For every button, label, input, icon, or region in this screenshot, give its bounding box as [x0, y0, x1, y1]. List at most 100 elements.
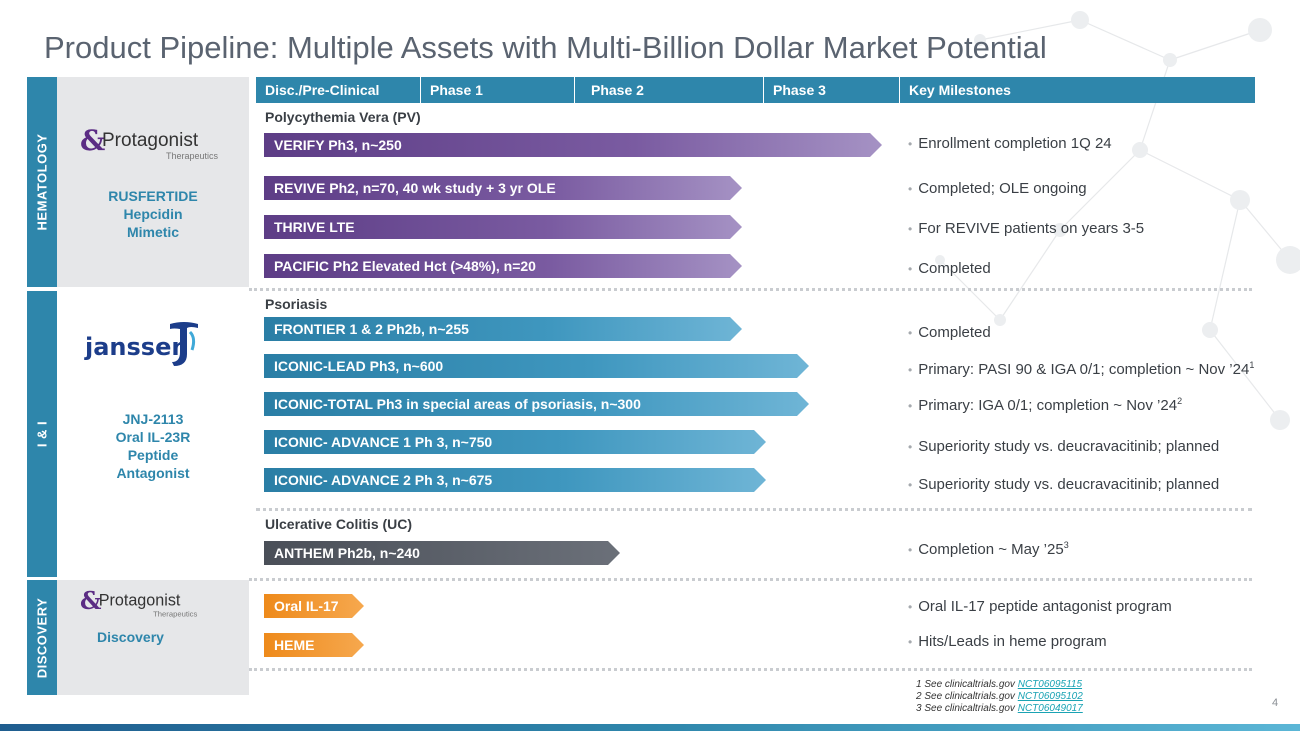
milestone-item: • Completion ~ May ’253	[908, 540, 1069, 558]
panel-ii	[57, 291, 249, 577]
bullet-icon: •	[908, 440, 913, 454]
milestone-footnote-ref: 3	[1063, 540, 1069, 550]
program-bar-revive: REVIVE Ph2, n=70, 40 wk study + 3 yr OLE	[264, 176, 742, 200]
program-bar-verify: VERIFY Ph3, n~250	[264, 133, 882, 157]
bullet-icon: •	[908, 222, 913, 236]
protagonist-mark-icon: &	[80, 124, 106, 157]
panel-hematology	[57, 77, 249, 287]
milestone-text: Oral IL-17 peptide antagonist program	[918, 598, 1172, 615]
milestone-item: • Hits/Leads in heme program	[908, 632, 1107, 650]
protagonist-logo-sub: Therapeutics	[166, 151, 219, 161]
program-bar-iconic-lead: ICONIC-LEAD Ph3, n~600	[264, 354, 809, 378]
program-bar-thrive: THRIVE LTE	[264, 215, 742, 239]
protagonist-logo-name: Protagonist	[102, 130, 199, 151]
janssen-mark-icon	[170, 322, 198, 366]
page-number: 4	[1272, 697, 1279, 709]
bullet-icon: •	[908, 543, 913, 557]
milestone-item: • Enrollment completion 1Q 24	[908, 134, 1112, 152]
program-bar-oral-il17: Oral IL-17	[264, 594, 364, 618]
footnote-link[interactable]: NCT06049017	[1017, 703, 1083, 714]
milestone-item: • For REVIVE patients on years 3-5	[908, 219, 1144, 237]
separator-line	[256, 508, 1252, 511]
program-bar-pacific: PACIFIC Ph2 Elevated Hct (>48%), n=20	[264, 254, 742, 278]
product-jnj-line2: Oral IL-23R	[115, 429, 191, 445]
protagonist-logo-sub: Therapeutics	[153, 609, 198, 619]
milestone-footnote-ref: 1	[1249, 360, 1255, 370]
protagonist-logo-name: Protagonist	[98, 592, 181, 610]
program-bar-frontier: FRONTIER 1 & 2 Ph2b, n~255	[264, 317, 742, 341]
section-uc: Ulcerative Colitis (UC)	[265, 516, 413, 532]
section-pv: Polycythemia Vera (PV)	[265, 109, 421, 125]
bottom-accent-bar	[0, 724, 1300, 731]
header-phase1: Phase 1	[420, 77, 574, 103]
header-milestones: Key Milestones	[899, 77, 1255, 103]
footnote-1: 1 See clinicaltrials.gov NCT06095115	[916, 679, 1082, 690]
header-phase3: Phase 3	[763, 77, 899, 103]
product-jnj-line4: Antagonist	[116, 465, 190, 481]
panel-discovery	[57, 580, 249, 695]
band-ii-label: I & I	[34, 420, 50, 448]
product-rusfertide-line2: Hepcidin	[123, 206, 183, 222]
band-hematology-label: HEMATOLOGY	[34, 133, 50, 231]
milestone-item: • Superiority study vs. deucravacitinib; …	[908, 475, 1219, 493]
phase-header: Disc./Pre-Clinical Phase 1 Phase 2 Phase…	[256, 77, 1255, 103]
product-discovery: Discovery	[97, 629, 164, 645]
bullet-icon: •	[908, 478, 913, 492]
molecule-background-decoration	[935, 11, 1300, 430]
program-bar-iconic-advance-2: ICONIC- ADVANCE 2 Ph 3, n~675	[264, 468, 766, 492]
program-bar-anthem: ANTHEM Ph2b, n~240	[264, 541, 620, 565]
bullet-icon: •	[908, 137, 913, 151]
janssen-logo: janssen	[85, 333, 188, 361]
janssen-logo-text: janssen	[85, 333, 189, 361]
band-discovery: DISCOVERY	[27, 580, 57, 695]
milestone-item: • Primary: PASI 90 & IGA 0/1; completion …	[908, 360, 1254, 378]
milestone-text: Superiority study vs. deucravacitinib; p…	[918, 476, 1220, 493]
protagonist-mark-icon: &	[80, 586, 102, 615]
milestone-text: Completion ~ May ’25	[918, 541, 1064, 558]
band-ii: I & I	[27, 291, 57, 577]
product-jnj-2113: JNJ-2113 Oral IL-23R Peptide Antagonist	[57, 410, 249, 482]
header-phase2: Phase 2	[574, 77, 763, 103]
protagonist-logo: & Protagonist Therapeutics	[80, 124, 230, 161]
footnote-link[interactable]: NCT06095115	[1017, 679, 1083, 690]
product-rusfertide-line1: RUSFERTIDE	[108, 188, 198, 204]
milestone-text: Completed; OLE ongoing	[918, 180, 1087, 197]
milestone-text: For REVIVE patients on years 3-5	[918, 220, 1145, 237]
band-discovery-label: DISCOVERY	[34, 597, 50, 678]
page-title: Product Pipeline: Multiple Assets with M…	[44, 30, 1047, 65]
milestone-item: • Completed; OLE ongoing	[908, 179, 1087, 197]
section-psoriasis: Psoriasis	[265, 296, 328, 312]
bullet-icon: •	[908, 326, 913, 340]
bullet-icon: •	[908, 363, 913, 377]
milestone-item: • Primary: IGA 0/1; completion ~ Nov ’242	[908, 396, 1182, 414]
band-hematology: HEMATOLOGY	[27, 77, 57, 287]
milestone-text: Superiority study vs. deucravacitinib; p…	[918, 438, 1220, 455]
separator-line	[249, 668, 1252, 671]
milestone-item: • Completed	[908, 323, 991, 341]
product-rusfertide: RUSFERTIDE Hepcidin Mimetic	[57, 187, 249, 241]
milestone-item: • Superiority study vs. deucravacitinib; …	[908, 437, 1219, 455]
program-bar-iconic-total: ICONIC-TOTAL Ph3 in special areas of pso…	[264, 392, 809, 416]
footnote-2: 2 See clinicaltrials.gov NCT06095102	[916, 691, 1083, 702]
bullet-icon: •	[908, 399, 913, 413]
milestone-text: Enrollment completion 1Q 24	[918, 135, 1112, 152]
milestone-item: • Completed	[908, 259, 991, 277]
milestone-text: Hits/Leads in heme program	[918, 633, 1107, 650]
product-jnj-line3: Peptide	[127, 447, 179, 463]
footnote-3: 3 See clinicaltrials.gov NCT06049017	[916, 703, 1083, 714]
bullet-icon: •	[908, 635, 913, 649]
bullet-icon: •	[908, 182, 913, 196]
product-rusfertide-line3: Mimetic	[126, 224, 180, 240]
footnote-text: 1 See clinicaltrials.gov	[916, 679, 1018, 690]
milestone-footnote-ref: 2	[1177, 396, 1183, 406]
protagonist-logo-discovery: & Protagonist Therapeutics	[80, 587, 208, 619]
product-jnj-line1: JNJ-2113	[122, 411, 184, 427]
bullet-icon: •	[908, 262, 913, 276]
milestone-text: Primary: IGA 0/1; completion ~ Nov ’24	[918, 397, 1178, 414]
footnote-link[interactable]: NCT06095102	[1017, 691, 1083, 702]
header-preclinical: Disc./Pre-Clinical	[265, 82, 380, 98]
footnote-text: 3 See clinicaltrials.gov	[916, 703, 1018, 714]
program-bar-iconic-advance-1: ICONIC- ADVANCE 1 Ph 3, n~750	[264, 430, 766, 454]
separator-line	[249, 288, 1252, 291]
milestone-text: Completed	[918, 260, 991, 277]
